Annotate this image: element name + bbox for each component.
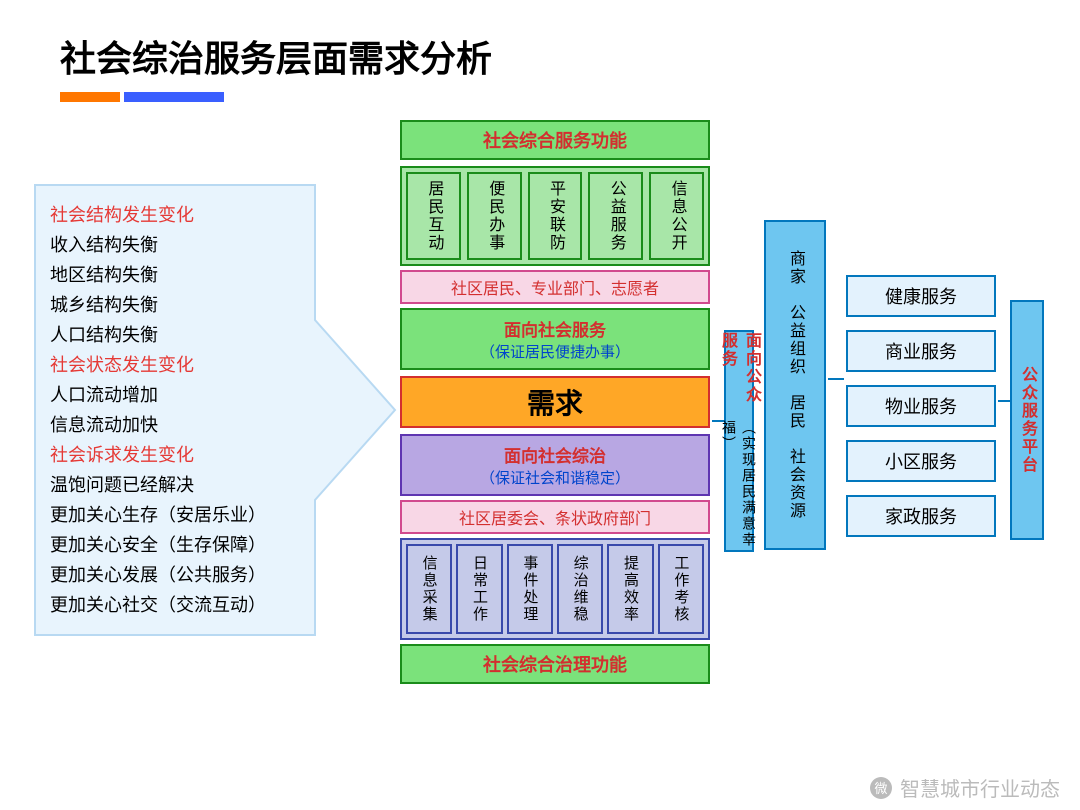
list-item: 城乡结构失衡 bbox=[50, 290, 310, 320]
service-box: 商业服务 bbox=[846, 330, 996, 372]
center-column: 社会综合服务功能 居民互动便民办事平安联防公益服务信息公开 社区居民、专业部门、… bbox=[400, 120, 710, 684]
change-list: 社会结构发生变化收入结构失衡地区结构失衡城乡结构失衡人口结构失衡社会状态发生变化… bbox=[50, 200, 310, 620]
connector-line bbox=[998, 400, 1010, 402]
blue-cell: 综治维稳 bbox=[557, 544, 603, 634]
list-item: 社会状态发生变化 bbox=[50, 350, 310, 380]
service-box: 家政服务 bbox=[846, 495, 996, 537]
demand-box: 需求 bbox=[400, 376, 710, 428]
list-item: 人口结构失衡 bbox=[50, 320, 310, 350]
public-service-sub: （实现居民满意幸福） bbox=[719, 420, 759, 550]
merchant-pillar: 商家 公益组织 居民 社会资源 bbox=[764, 220, 826, 550]
wechat-icon: 微 bbox=[870, 777, 892, 799]
blue-cell: 事件处理 bbox=[507, 544, 553, 634]
list-item: 更加关心社交（交流互动） bbox=[50, 590, 310, 620]
list-item: 更加关心安全（生存保障） bbox=[50, 530, 310, 560]
blue-cell: 提高效率 bbox=[607, 544, 653, 634]
green-cell: 信息公开 bbox=[649, 172, 704, 260]
list-item: 人口流动增加 bbox=[50, 380, 310, 410]
public-service-title: 面向公众服务 bbox=[715, 332, 763, 420]
social-service-title: 面向社会服务 bbox=[504, 316, 606, 341]
list-item: 地区结构失衡 bbox=[50, 260, 310, 290]
list-item: 信息流动加快 bbox=[50, 410, 310, 440]
list-item: 更加关心发展（公共服务） bbox=[50, 560, 310, 590]
green-cell: 居民互动 bbox=[406, 172, 461, 260]
governance-box: 面向社会综治 （保证社会和谐稳定） bbox=[400, 434, 710, 496]
list-item: 收入结构失衡 bbox=[50, 230, 310, 260]
watermark: 微 智慧城市行业动态 bbox=[870, 773, 1060, 802]
social-service-box: 面向社会服务 （保证居民便捷办事） bbox=[400, 308, 710, 370]
page-title: 社会综治服务层面需求分析 bbox=[0, 0, 1080, 92]
watermark-text: 智慧城市行业动态 bbox=[900, 773, 1060, 802]
blue-cell: 工作考核 bbox=[658, 544, 704, 634]
green-cell: 便民办事 bbox=[467, 172, 522, 260]
list-item: 社会诉求发生变化 bbox=[50, 440, 310, 470]
actors-strip-2: 社区居委会、条状政府部门 bbox=[400, 500, 710, 534]
social-service-sub: （保证居民便捷办事） bbox=[480, 341, 630, 362]
blue-cell: 信息采集 bbox=[406, 544, 452, 634]
blue-cells-row: 信息采集日常工作事件处理综治维稳提高效率工作考核 bbox=[400, 538, 710, 640]
bottom-function-box: 社会综合治理功能 bbox=[400, 644, 710, 684]
title-underline bbox=[60, 92, 1080, 102]
actors-strip-1: 社区居民、专业部门、志愿者 bbox=[400, 270, 710, 304]
service-column: 健康服务商业服务物业服务小区服务家政服务 bbox=[846, 275, 996, 550]
governance-title: 面向社会综治 bbox=[504, 442, 606, 467]
left-arrow-block: 社会结构发生变化收入结构失衡地区结构失衡城乡结构失衡人口结构失衡社会状态发生变化… bbox=[30, 180, 400, 640]
public-service-pillar: 面向公众服务 （实现居民满意幸福） bbox=[724, 330, 754, 552]
list-item: 温饱问题已经解决 bbox=[50, 470, 310, 500]
diagram-stage: 社会结构发生变化收入结构失衡地区结构失衡城乡结构失衡人口结构失衡社会状态发生变化… bbox=[0, 120, 1080, 760]
platform-pillar: 公众服务平台 bbox=[1010, 300, 1044, 540]
service-box: 物业服务 bbox=[846, 385, 996, 427]
green-cells-row: 居民互动便民办事平安联防公益服务信息公开 bbox=[400, 166, 710, 266]
green-cell: 公益服务 bbox=[588, 172, 643, 260]
connector-line bbox=[828, 378, 844, 380]
top-function-box: 社会综合服务功能 bbox=[400, 120, 710, 160]
list-item: 社会结构发生变化 bbox=[50, 200, 310, 230]
blue-cell: 日常工作 bbox=[456, 544, 502, 634]
service-box: 健康服务 bbox=[846, 275, 996, 317]
governance-sub: （保证社会和谐稳定） bbox=[480, 467, 630, 488]
green-cell: 平安联防 bbox=[528, 172, 583, 260]
list-item: 更加关心生存（安居乐业） bbox=[50, 500, 310, 530]
service-box: 小区服务 bbox=[846, 440, 996, 482]
